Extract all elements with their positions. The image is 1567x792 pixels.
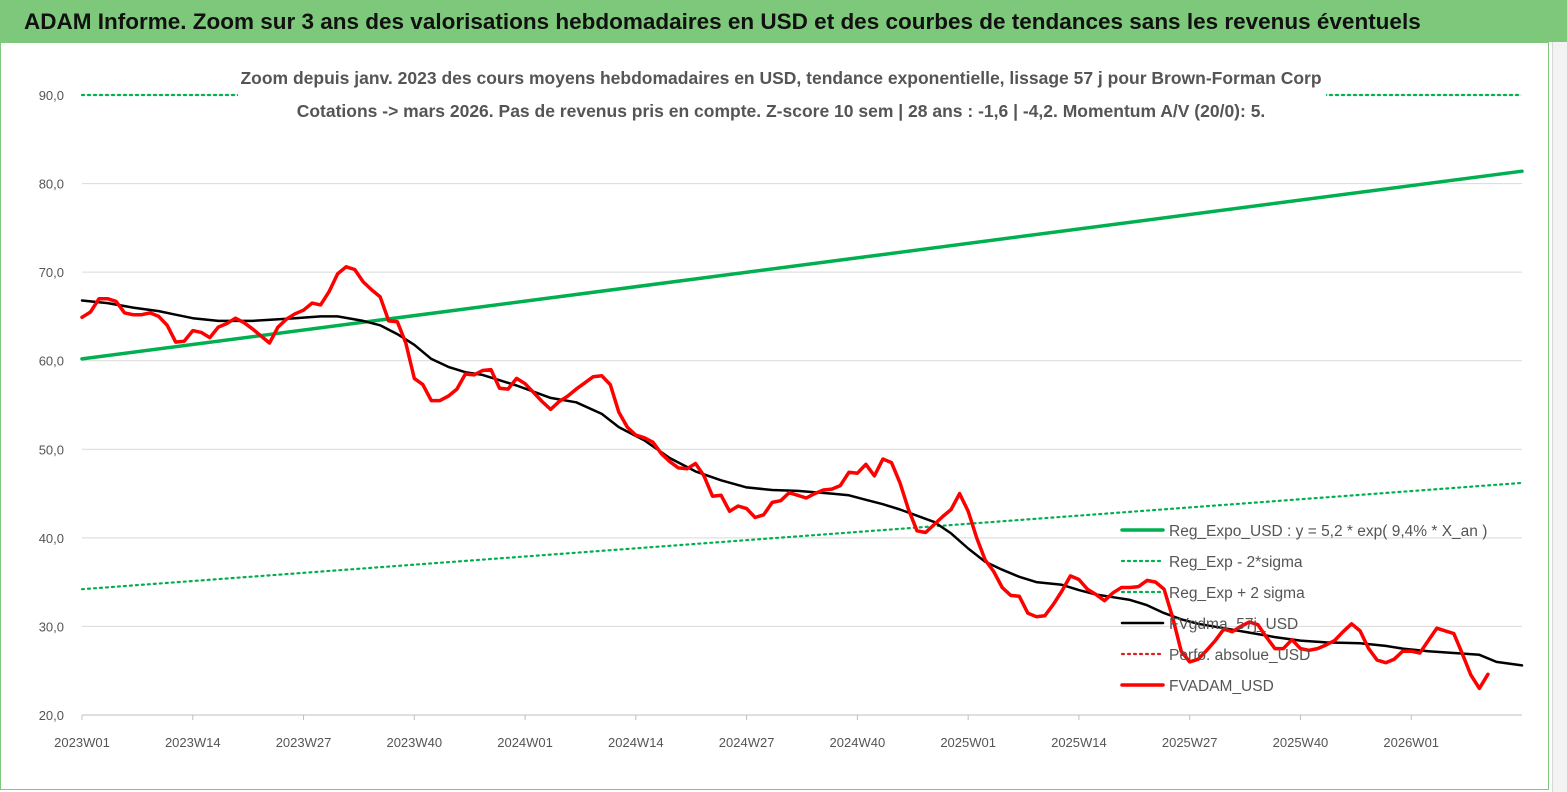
x-tick-label: 2023W40 <box>386 735 442 750</box>
y-tick-label: 40,0 <box>39 531 64 546</box>
x-tick-label: 2025W14 <box>1051 735 1107 750</box>
x-tick-label: 2023W14 <box>165 735 221 750</box>
y-tick-label: 50,0 <box>39 442 64 457</box>
legend-entry-1: Reg_Exp - 2*sigma <box>1169 554 1303 571</box>
axes: 20,0 30,0 40,0 50,0 60,0 70,0 80,0 90,0 2023W01 2… <box>39 88 1522 750</box>
y-tick-label: 90,0 <box>39 88 64 103</box>
x-tick-label: 2023W01 <box>54 735 110 750</box>
y-tick-label: 30,0 <box>39 619 64 634</box>
gridlines <box>82 94 1522 627</box>
legend: Reg_Expo_USD : y = 5,2 * exp( 9,4% * X_a… <box>1120 523 1487 695</box>
x-tick-label: 2024W01 <box>497 735 553 750</box>
page-title: ADAM Informe. Zoom sur 3 ans des valoris… <box>0 0 1567 42</box>
subtitle-line-2: Cotations -> mars 2026. Pas de revenus p… <box>297 101 1266 121</box>
legend-entry-5: FVADAM_USD <box>1169 678 1274 695</box>
x-tick-label: 2023W27 <box>276 735 332 750</box>
subtitle-background <box>238 60 1326 132</box>
legend-entry-0: Reg_Expo_USD : y = 5,2 * exp( 9,4% * X_a… <box>1169 523 1487 540</box>
legend-entry-4: Perfo. absolue_USD <box>1169 647 1310 664</box>
legend-entry-3: FVgdma_57j_USD <box>1169 616 1298 633</box>
x-tick-label: 2025W40 <box>1273 735 1329 750</box>
series-line-0 <box>80 169 1524 361</box>
x-tick-label: 2024W14 <box>608 735 664 750</box>
x-tick-label: 2025W27 <box>1162 735 1218 750</box>
subtitle-line-1: Zoom depuis janv. 2023 des cours moyens … <box>240 68 1321 88</box>
series-line-1 <box>80 481 1524 591</box>
chart-frame <box>0 42 1549 790</box>
series-line-5 <box>80 265 1490 691</box>
y-tick-label: 80,0 <box>39 177 64 192</box>
x-tick-label: 2024W40 <box>830 735 886 750</box>
scrollbar-edge <box>1552 42 1567 792</box>
x-tick-label: 2024W27 <box>719 735 775 750</box>
y-tick-label: 20,0 <box>39 708 64 723</box>
y-tick-label: 60,0 <box>39 354 64 369</box>
x-tick-label: 2025W01 <box>940 735 996 750</box>
x-tick-label: 2026W01 <box>1383 735 1439 750</box>
chart-subtitle: Zoom depuis janv. 2023 des cours moyens … <box>238 60 1326 132</box>
y-tick-label: 70,0 <box>39 265 64 280</box>
legend-entry-2: Reg_Exp + 2 sigma <box>1169 585 1305 602</box>
series-line-3 <box>80 299 1524 667</box>
